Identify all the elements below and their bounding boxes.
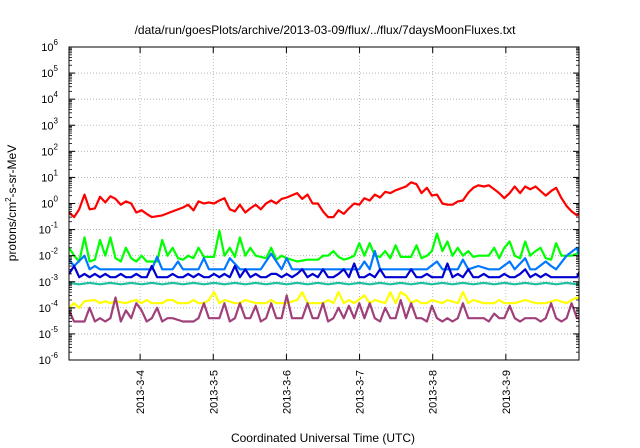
y-tick-label: 10-6 [39, 351, 59, 367]
series-line-5 [69, 281, 579, 286]
y-tick-base: 10 [41, 172, 53, 184]
y-tick-exponent: 6 [54, 38, 59, 47]
y-axis-label: protons/cm2-s-sr-MeV [4, 145, 19, 261]
y-tick-exponent: 2 [54, 142, 59, 151]
y-tick-base: 10 [39, 355, 51, 367]
chart-title: /data/run/goesPlots/archive/2013-03-09/f… [135, 23, 517, 37]
series-line-6 [69, 291, 579, 309]
y-tick-label: 104 [41, 90, 58, 106]
y-tick-exponent: -3 [51, 273, 59, 282]
y-tick-base: 10 [39, 277, 51, 289]
y-tick-label: 10-4 [39, 299, 59, 315]
y-axis-label-suffix: -s-sr-MeV [5, 145, 19, 198]
y-tick-base: 10 [41, 120, 53, 132]
x-axis: 2013-3-4 2013-3-5 2013-3-6 2013-3-7 2013-3-8… [135, 47, 513, 414]
x-tick-label: 2013-3-8 [428, 370, 440, 414]
y-tick-label: 10-2 [39, 247, 59, 263]
y-tick-exponent: 3 [54, 116, 59, 125]
series-line-2 [69, 229, 579, 263]
series-line-1 [69, 181, 579, 219]
y-tick-label: 102 [41, 142, 58, 158]
y-tick-base: 10 [41, 68, 53, 80]
y-tick-label: 10-3 [39, 273, 59, 289]
y-tick-base: 10 [41, 146, 53, 158]
y-tick-base: 10 [41, 94, 53, 106]
y-tick-label: 10-1 [39, 221, 59, 237]
y-tick-exponent: 1 [54, 168, 59, 177]
y-tick-base: 10 [39, 303, 51, 315]
y-tick-label: 105 [41, 64, 58, 80]
y-tick-base: 10 [39, 251, 51, 263]
y-axis-label-prefix: protons/cm [5, 202, 19, 261]
series-line-4 [69, 262, 579, 279]
x-tick-label: 2013-3-5 [208, 370, 220, 414]
y-tick-exponent: 5 [54, 64, 59, 73]
y-tick-label: 103 [41, 116, 58, 132]
series-group [69, 181, 579, 323]
y-tick-label: 106 [41, 38, 58, 54]
y-axis-label-sup: 2 [4, 197, 13, 202]
y-tick-exponent: -5 [51, 325, 59, 334]
y-tick-exponent: -6 [51, 351, 59, 360]
x-tick-label: 2013-3-6 [281, 370, 293, 414]
x-axis-label: Coordinated Universal Time (UTC) [231, 431, 415, 445]
y-tick-exponent: 0 [54, 195, 59, 204]
y-tick-base: 10 [39, 329, 51, 341]
series-line-7 [69, 294, 579, 323]
y-tick-base: 10 [39, 225, 51, 237]
y-tick-exponent: -2 [51, 247, 59, 256]
y-tick-label: 101 [41, 168, 58, 184]
x-tick-label: 2013-3-9 [501, 370, 513, 414]
y-tick-label: 100 [41, 195, 58, 211]
y-tick-label: 10-5 [39, 325, 59, 341]
y-axis: 10-610-510-410-310-210-11001011021031041… [39, 38, 579, 367]
x-tick-label: 2013-3-7 [355, 370, 367, 414]
y-tick-exponent: 4 [54, 90, 59, 99]
y-tick-base: 10 [41, 42, 53, 54]
y-tick-base: 10 [41, 199, 53, 211]
y-tick-exponent: -4 [51, 299, 59, 308]
y-tick-exponent: -1 [51, 221, 59, 230]
x-tick-label: 2013-3-4 [135, 370, 147, 414]
